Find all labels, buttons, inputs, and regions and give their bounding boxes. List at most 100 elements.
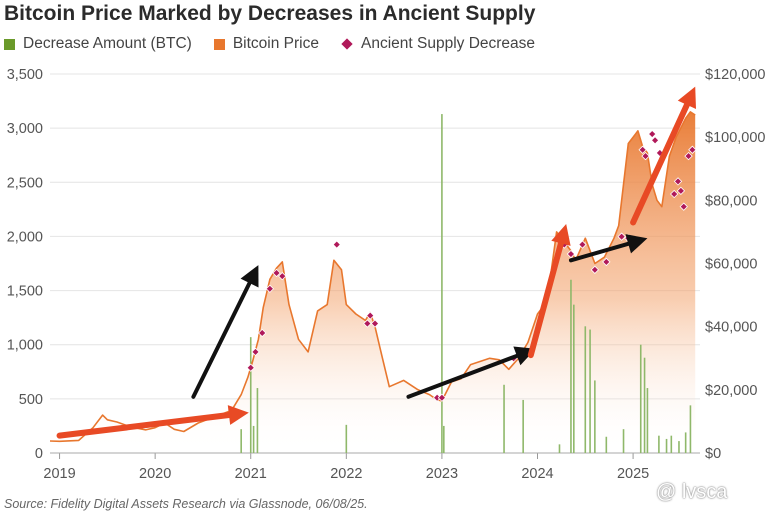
ancient-supply-decrease-marker [688, 145, 697, 154]
decrease-amount-bar [658, 435, 660, 453]
y-right-tick-label: $60,000 [705, 257, 757, 273]
ancient-supply-decrease-marker [638, 145, 647, 154]
decrease-amount-bar [589, 329, 591, 453]
x-tick-label: 2021 [235, 466, 267, 482]
bitcoin-price-area [50, 111, 696, 454]
annotation-arrow-shaft [56, 411, 232, 439]
watermark: @ lvsca [656, 481, 728, 503]
decrease-amount-bar [639, 344, 642, 453]
y-left-tick-label: 2,000 [7, 229, 43, 245]
ancient-supply-decrease-marker [246, 363, 255, 372]
decrease-amount-bar [643, 357, 646, 453]
annotation-arrow-head [677, 86, 696, 109]
decrease-amount-bar [622, 429, 625, 453]
annotation-arrow-shaft [568, 241, 631, 263]
decrease-amount-bar [570, 279, 572, 453]
ancient-supply-decrease-marker [684, 151, 693, 161]
decrease-amount-bar [646, 388, 649, 453]
decrease-amount-bar [684, 432, 687, 453]
legend-label: Decrease Amount (BTC) [23, 35, 192, 52]
decrease-amount-bar [605, 436, 608, 453]
ancient-supply-decrease-marker [641, 151, 650, 161]
ancient-supply-decrease-marker [363, 319, 372, 328]
legend-item-bitcoin-price: Bitcoin Price [213, 35, 319, 53]
decrease-amount-bar [256, 388, 259, 453]
annotation-arrow-head [227, 405, 249, 425]
legend-swatch-green [4, 38, 15, 50]
y-left-tick-label: 1,500 [7, 284, 43, 300]
source-note: Source: Fidelity Digital Assets Research… [4, 497, 368, 511]
ancient-supply-decrease-marker [648, 129, 657, 139]
bitcoin-price-line [49, 111, 696, 443]
ancient-supply-decrease-marker [670, 189, 679, 199]
decrease-amount-bar [573, 304, 575, 453]
y-right-tick-label: $0 [705, 446, 721, 462]
decrease-amount-bar [689, 405, 692, 453]
ancient-supply-decrease-marker [272, 268, 281, 278]
ancient-supply-decrease-marker [602, 257, 611, 267]
y-left-tick-label: 1,000 [7, 338, 43, 354]
x-tick-label: 2020 [139, 466, 171, 482]
ancient-supply-decrease-marker [370, 319, 380, 328]
decrease-amount-bar [252, 425, 255, 453]
y-left-tick-label: 0 [35, 446, 43, 462]
ancient-supply-decrease-marker [251, 347, 260, 357]
decrease-amount-bar [670, 435, 673, 453]
legend: Decrease Amount (BTC) Bitcoin Price Anci… [4, 34, 557, 54]
decrease-amount-bar [558, 444, 561, 453]
decrease-amount-bar [441, 114, 443, 454]
legend-item-ancient-supply-decrease: Ancient Supply Decrease [341, 35, 535, 53]
ancient-supply-decrease-marker [265, 284, 275, 293]
legend-label: Ancient Supply Decrease [361, 35, 536, 52]
ancient-supply-decrease-marker [590, 265, 600, 274]
y-right-tick-label: $20,000 [705, 383, 757, 399]
x-tick-label: 2024 [521, 466, 553, 482]
ancient-supply-decrease-marker [258, 328, 267, 338]
y-right-tick-label: $80,000 [705, 193, 757, 209]
y-left-tick-label: 3,500 [7, 67, 43, 83]
ancient-supply-decrease-marker [650, 136, 660, 145]
annotation-arrow-shaft [406, 353, 519, 399]
chart-title: Bitcoin Price Marked by Decreases in Anc… [4, 2, 536, 25]
y-left-tick-label: 2,500 [7, 175, 43, 191]
y-left-tick-label: 3,000 [7, 121, 43, 137]
ancient-supply-decrease-marker [617, 232, 626, 241]
legend-swatch-orange [213, 38, 225, 50]
y-right-tick-label: $100,000 [705, 130, 765, 146]
ancient-supply-decrease-marker [437, 393, 447, 402]
decrease-amount-bar [678, 441, 680, 453]
ancient-supply-decrease-marker [566, 249, 576, 259]
decrease-amount-bar [584, 326, 587, 453]
x-tick-label: 2022 [330, 466, 362, 482]
decrease-amount-bar [665, 438, 668, 453]
annotation-arrow-head [240, 265, 259, 288]
ancient-supply-decrease-marker [578, 240, 587, 249]
x-tick-label: 2023 [426, 466, 458, 482]
decrease-amount-bar [594, 380, 596, 453]
annotation-arrow-head [625, 234, 648, 254]
annotation-arrow-shaft [527, 240, 564, 359]
ancient-supply-decrease-marker [676, 186, 686, 196]
decrease-amount-bar [443, 425, 445, 453]
ancient-supply-decrease-marker [366, 311, 375, 320]
legend-label: Bitcoin Price [232, 35, 319, 52]
annotation-arrow-shaft [630, 101, 690, 226]
y-right-tick-label: $40,000 [705, 320, 757, 336]
y-right-tick-label: $120,000 [705, 67, 765, 83]
ancient-supply-decrease-marker [278, 271, 287, 281]
decrease-amount-bar [503, 384, 505, 453]
legend-item-decrease-amount: Decrease Amount (BTC) [4, 35, 192, 53]
decrease-amount-bar [522, 399, 524, 453]
ancient-supply-decrease-marker [679, 202, 688, 211]
ancient-supply-decrease-marker [332, 240, 341, 249]
decrease-amount-bar [345, 424, 348, 453]
decrease-amount-bar [249, 337, 252, 453]
x-tick-label: 2025 [617, 466, 649, 482]
decrease-amount-bar [240, 429, 242, 453]
ancient-supply-decrease-marker [673, 177, 683, 186]
y-left-tick-label: 500 [19, 392, 43, 408]
annotation-arrow-shaft [191, 281, 252, 399]
annotation-arrow-head [551, 224, 571, 246]
x-tick-label: 2019 [43, 466, 75, 482]
